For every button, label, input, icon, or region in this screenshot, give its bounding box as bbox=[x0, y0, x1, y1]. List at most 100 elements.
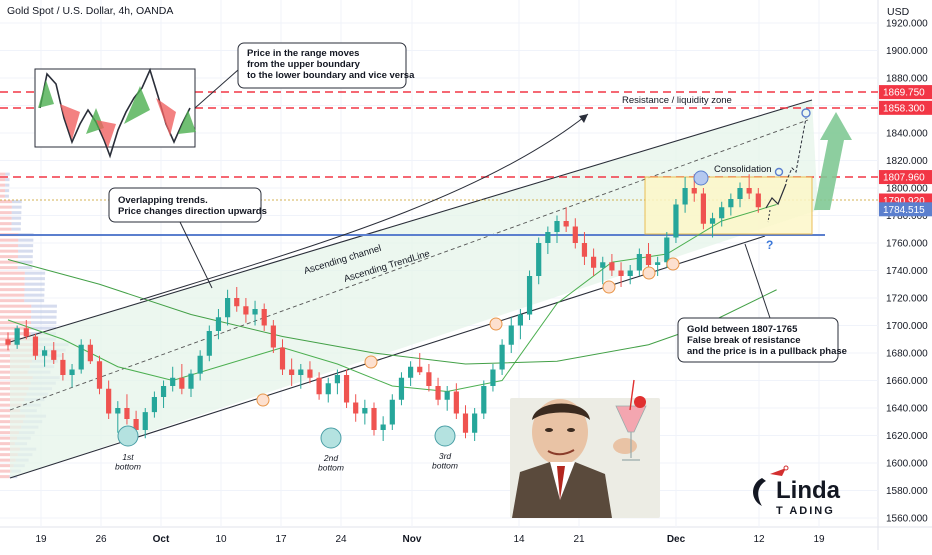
logo-word-2: T ADING bbox=[776, 505, 835, 517]
volume-bar bbox=[31, 310, 57, 314]
third-bottom-circle bbox=[434, 425, 456, 447]
candle-body bbox=[270, 325, 276, 348]
volume-bar bbox=[17, 260, 33, 264]
volume-bar bbox=[0, 172, 6, 176]
candle-body bbox=[69, 369, 75, 375]
volume-bar bbox=[18, 249, 33, 253]
volume-bar bbox=[24, 277, 45, 281]
range-up-arrow-3 bbox=[124, 86, 150, 124]
candles bbox=[5, 174, 761, 441]
candle-body bbox=[5, 339, 11, 345]
volume-bar bbox=[18, 255, 33, 259]
candle-body bbox=[225, 298, 231, 318]
x-tick-label: 26 bbox=[95, 534, 107, 545]
volume-bar bbox=[0, 431, 20, 435]
y-tick-label: 1880.000 bbox=[886, 74, 928, 85]
y-tick-label: 1640.000 bbox=[886, 404, 928, 415]
price-tag bbox=[879, 85, 932, 100]
candle-body bbox=[115, 408, 121, 414]
candle-body bbox=[234, 298, 240, 307]
y-tick-label: 1780.000 bbox=[886, 211, 928, 222]
candle-body bbox=[42, 350, 48, 356]
range-down-arrow-2 bbox=[96, 120, 116, 148]
price-tag-label: 1790.920 bbox=[883, 196, 925, 207]
candle-body bbox=[554, 221, 560, 232]
touch-circle-3 bbox=[489, 317, 503, 331]
second-bottom-circle bbox=[320, 427, 342, 449]
volume-bar bbox=[5, 183, 10, 187]
x-tick-label: 19 bbox=[35, 534, 47, 545]
time-axis[interactable]: 19 26 Oct 10 17 24 Nov 14 21 Dec 12 19 bbox=[35, 534, 825, 545]
candle-body bbox=[188, 373, 194, 389]
candle-body bbox=[197, 355, 203, 374]
x-tick-label: Dec bbox=[667, 534, 686, 545]
x-tick-label: Oct bbox=[153, 534, 170, 545]
volume-bar bbox=[0, 464, 14, 468]
candle-body bbox=[462, 413, 469, 433]
price-tag-label: 1869.750 bbox=[883, 88, 925, 99]
volume-bar bbox=[0, 249, 19, 253]
candle-body bbox=[609, 262, 615, 271]
volume-bar bbox=[0, 211, 12, 215]
candle-body bbox=[755, 193, 761, 208]
candle-body bbox=[325, 383, 331, 395]
price-tag-label: 1858.300 bbox=[883, 103, 925, 114]
candle-body bbox=[691, 188, 697, 194]
y-tick-label: 1740.000 bbox=[886, 266, 928, 277]
candle-body bbox=[728, 199, 734, 208]
candle-body bbox=[526, 276, 533, 315]
y-tick-label: 1720.000 bbox=[886, 294, 928, 305]
volume-bar bbox=[18, 238, 34, 242]
candle-body bbox=[142, 412, 148, 430]
y-tick-label: 1600.000 bbox=[886, 459, 928, 470]
candle-body bbox=[316, 377, 322, 395]
touch-circle-2 bbox=[364, 355, 378, 369]
candle-body bbox=[343, 375, 350, 403]
long-arrow bbox=[139, 113, 589, 301]
candle-body bbox=[618, 270, 624, 276]
price-tag bbox=[879, 100, 932, 115]
volume-bar bbox=[0, 326, 31, 330]
x-tick-label: 10 bbox=[215, 534, 227, 545]
volume-bar bbox=[24, 293, 45, 297]
y-tick-label: 1820.000 bbox=[886, 156, 928, 167]
volume-bar bbox=[11, 216, 22, 220]
volume-bar bbox=[31, 315, 57, 319]
volume-bar bbox=[0, 200, 12, 204]
candle-body bbox=[444, 391, 450, 400]
candle-body bbox=[78, 344, 84, 370]
candle-body bbox=[362, 408, 368, 414]
candle-body bbox=[636, 254, 642, 271]
projection-path-2 bbox=[785, 117, 807, 183]
candle-body bbox=[746, 188, 752, 194]
volume-bar bbox=[0, 238, 19, 242]
candle-body bbox=[581, 243, 588, 257]
volume-bar bbox=[0, 244, 19, 248]
channel-midline bbox=[9, 119, 809, 411]
resistance-zone-label: Resistance / liquidity zone bbox=[622, 95, 732, 106]
currency-label: USD bbox=[887, 6, 910, 18]
volume-bar bbox=[11, 205, 22, 209]
volume-bar bbox=[0, 183, 6, 187]
candle-body bbox=[261, 309, 267, 326]
x-tick-label: 19 bbox=[813, 534, 825, 545]
candle-body bbox=[435, 386, 441, 400]
gold-callout-box bbox=[677, 317, 839, 363]
touch-circle-6 bbox=[666, 257, 680, 271]
y-tick-label: 1800.000 bbox=[886, 184, 928, 195]
first-bottom-circle bbox=[117, 425, 139, 447]
range-down-arrow-1 bbox=[60, 104, 80, 140]
touch-circle-5 bbox=[642, 266, 656, 280]
volume-bar bbox=[0, 475, 10, 479]
candle-body bbox=[289, 369, 295, 375]
volume-bar bbox=[24, 288, 45, 292]
volume-bar bbox=[30, 326, 57, 330]
overlap-callout-text: Overlapping trends. Price changes directi… bbox=[118, 195, 267, 217]
volume-bar bbox=[0, 222, 12, 226]
price-tag-label: 1807.960 bbox=[883, 173, 925, 184]
candle-body bbox=[179, 377, 185, 389]
marker-consolidation bbox=[774, 167, 784, 177]
third-bottom-label: 3rd bottom bbox=[432, 451, 458, 471]
